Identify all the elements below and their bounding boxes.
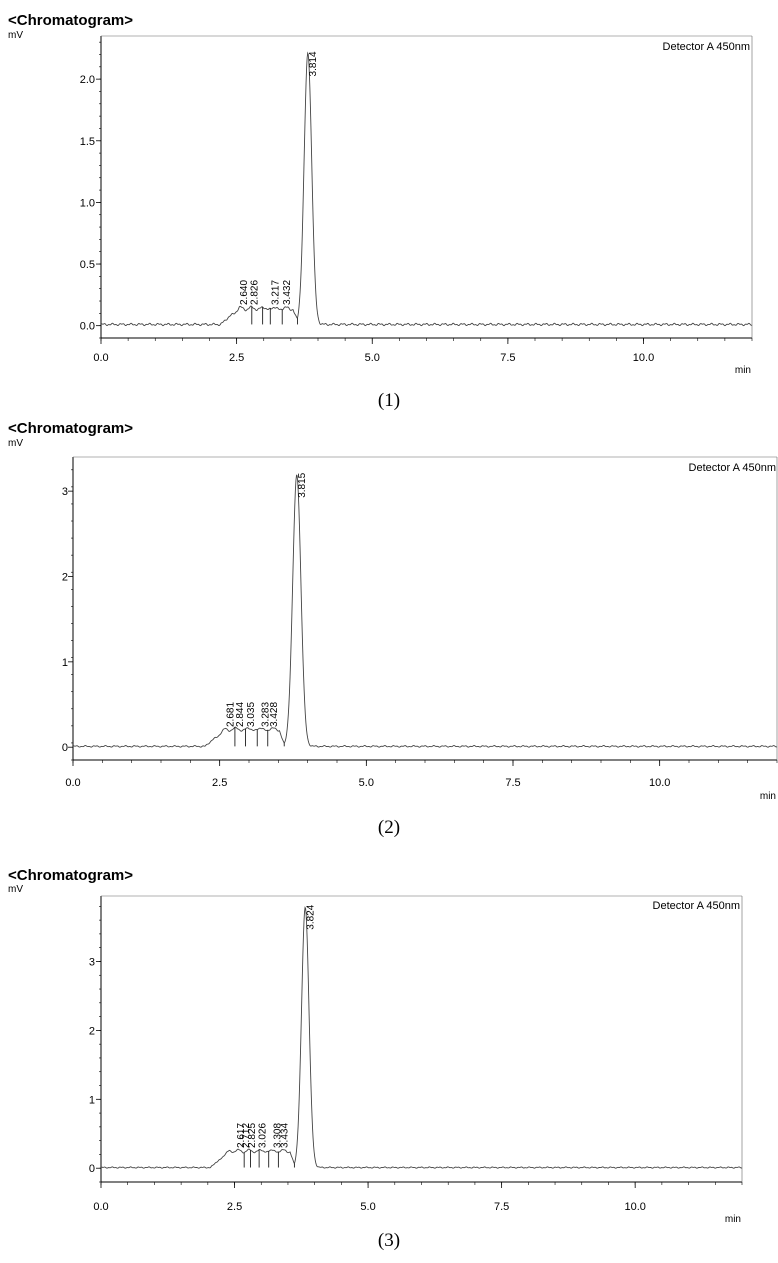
peak-label: 2.826 xyxy=(249,280,260,305)
signal-trace xyxy=(100,51,753,327)
caption-2: (2) xyxy=(377,817,401,838)
x-tick-label: 5.0 xyxy=(365,352,380,364)
peak-label: 2.640 xyxy=(239,280,250,305)
peak-label: 3.217 xyxy=(271,280,282,305)
signal-trace xyxy=(72,474,778,748)
peak-label: 2.712 xyxy=(241,1123,252,1148)
chromatogram-panel-3: <Chromatogram> mV 0 1 2 3 0.0 2.5 5.0 7.5 10.0 min D… xyxy=(0,867,778,1263)
y-tick-label: 0.0 xyxy=(80,321,95,333)
y-tick-label: 2.0 xyxy=(80,74,95,86)
peak-label: 3.432 xyxy=(282,280,293,305)
y-axis-unit: mV xyxy=(8,884,23,895)
peak-label: 3.283 xyxy=(261,702,272,727)
x-tick-label: 2.5 xyxy=(212,777,227,789)
x-tick-label: 0.0 xyxy=(93,352,108,364)
peak-label: 3.026 xyxy=(258,1123,269,1148)
y-tick-label: 0.5 xyxy=(80,259,95,271)
x-axis-unit: min xyxy=(735,365,751,376)
chromatogram-2-svg: <Chromatogram>mV 0 1 2 3 0.0 2.5 5.0 7.5 10.0 min D… xyxy=(8,420,778,802)
peak-label: 2.844 xyxy=(235,702,246,727)
chart-title: <Chromatogram> xyxy=(8,867,133,884)
y-tick-label: 3 xyxy=(89,956,95,968)
peak-label: 3.824 xyxy=(305,904,316,929)
x-tick-label: 7.5 xyxy=(500,352,515,364)
peak-label: 3.815 xyxy=(297,472,308,497)
y-tick-label: 2 xyxy=(62,571,68,583)
x-tick-label: 0.0 xyxy=(65,777,80,789)
chromatogram-1-svg: <Chromatogram>mV 0.0 0.5 1.0 1.5 2.0 0.0 2.5 5.0… xyxy=(8,12,753,376)
chart-title: <Chromatogram> xyxy=(8,420,133,437)
x-axis-unit: min xyxy=(725,1214,741,1225)
x-tick-label: 0.0 xyxy=(93,1201,108,1213)
x-tick-label: 7.5 xyxy=(505,777,520,789)
peak-label: 3.428 xyxy=(269,702,280,727)
signal-trace xyxy=(100,906,743,1169)
chart-title: <Chromatogram> xyxy=(8,12,133,29)
caption-3: (3) xyxy=(377,1230,401,1251)
y-tick-label: 1 xyxy=(89,1094,95,1106)
x-tick-label: 10.0 xyxy=(649,777,670,789)
x-tick-label: 7.5 xyxy=(494,1201,509,1213)
x-tick-label: 10.0 xyxy=(633,352,654,364)
y-axis-unit: mV xyxy=(8,438,23,449)
detector-label: Detector A 450nm xyxy=(653,900,740,912)
x-tick-label: 5.0 xyxy=(360,1201,375,1213)
caption-1: (1) xyxy=(377,390,401,411)
x-tick-label: 10.0 xyxy=(624,1201,645,1213)
detector-label: Detector A 450nm xyxy=(663,41,750,53)
x-axis-unit: min xyxy=(760,791,776,802)
y-tick-label: 2 xyxy=(89,1025,95,1037)
x-tick-label: 2.5 xyxy=(227,1201,242,1213)
y-tick-label: 0 xyxy=(89,1163,95,1175)
peak-label: 3.308 xyxy=(273,1123,284,1148)
detector-label: Detector A 450nm xyxy=(689,462,776,474)
y-tick-label: 1.5 xyxy=(80,136,95,148)
chromatogram-panel-1: <Chromatogram> mV 0.0 0.5 1.0 1.5 2.0 0.0 2.5 5.0… xyxy=(0,0,778,425)
x-tick-label: 2.5 xyxy=(229,352,244,364)
x-tick-label: 5.0 xyxy=(359,777,374,789)
peak-label: 3.434 xyxy=(279,1123,290,1148)
chromatogram-panel-2: <Chromatogram> mV 0 1 2 3 0.0 2.5 5.0 7.5 10.0 min D… xyxy=(0,415,778,855)
peak-label: 3.814 xyxy=(308,51,319,76)
chromatogram-3-svg: <Chromatogram>mV 0 1 2 3 0.0 2.5 5.0 7.5 10.0 min D… xyxy=(8,867,743,1225)
y-axis-unit: mV xyxy=(8,30,23,41)
peak-label: 3.035 xyxy=(246,702,257,727)
peak-label: 2.617 xyxy=(236,1123,247,1148)
y-tick-label: 1.0 xyxy=(80,197,95,209)
peak-label: 2.825 xyxy=(247,1123,258,1148)
y-tick-label: 1 xyxy=(62,657,68,669)
y-tick-label: 3 xyxy=(62,486,68,498)
y-tick-label: 0 xyxy=(62,742,68,754)
peak-label: 2.681 xyxy=(225,702,236,727)
